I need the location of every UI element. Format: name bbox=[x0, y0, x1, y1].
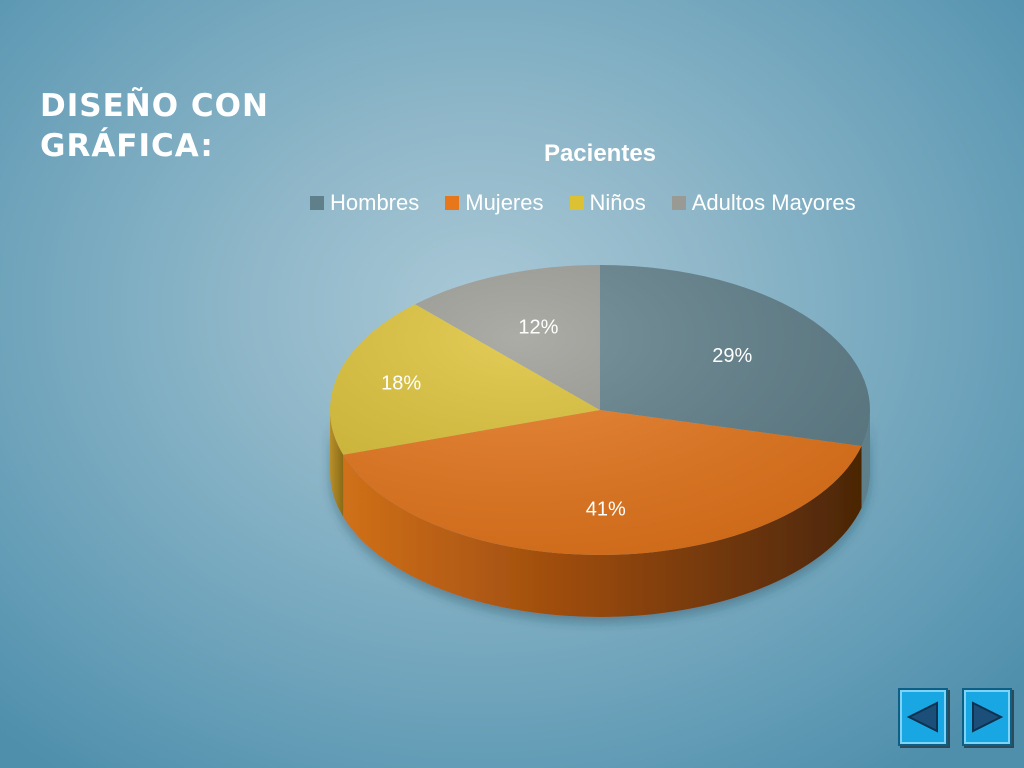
legend-item-mujeres: Mujeres bbox=[445, 190, 544, 216]
previous-slide-button[interactable] bbox=[898, 688, 948, 746]
slide-title: DISEÑO CON GRÁFICA: bbox=[40, 86, 360, 166]
slide-title-line-1: DISEÑO CON bbox=[40, 88, 269, 124]
triangle-left-icon bbox=[906, 701, 938, 733]
chart-legend: Hombres Mujeres Niños Adultos Mayores bbox=[310, 190, 856, 216]
legend-label-hombres: Hombres bbox=[330, 190, 420, 215]
legend-swatch-hombres bbox=[310, 196, 324, 210]
legend-swatch-mujeres bbox=[445, 196, 460, 210]
slide-title-line-2: GRÁFICA: bbox=[40, 128, 214, 164]
pie-label-adultos-mayores: 12% bbox=[518, 316, 558, 338]
pie-label-ninos: 18% bbox=[381, 373, 421, 395]
pie-side-hombres bbox=[861, 410, 870, 509]
next-slide-button[interactable] bbox=[962, 688, 1012, 746]
legend-item-adultos-mayores: Adultos Mayores bbox=[671, 190, 856, 216]
legend-swatch-ninos bbox=[569, 196, 584, 210]
pie-side-ninos bbox=[330, 410, 344, 517]
legend-label-mujeres: Mujeres bbox=[465, 190, 544, 215]
pie-side-mujeres bbox=[343, 446, 862, 617]
legend-item-hombres: Hombres bbox=[310, 190, 419, 216]
legend-item-ninos: Niños bbox=[569, 190, 646, 216]
triangle-right-icon bbox=[972, 701, 1004, 733]
legend-label-ninos: Niños bbox=[589, 190, 646, 215]
legend-label-adultos-mayores: Adultos Mayores bbox=[691, 190, 856, 215]
pie-label-hombres: 29% bbox=[712, 345, 752, 367]
pie-label-mujeres: 41% bbox=[586, 499, 626, 521]
legend-swatch-adultos-mayores bbox=[671, 196, 686, 210]
chart-title: Pacientes bbox=[543, 140, 657, 167]
pie-top-shading bbox=[330, 265, 870, 555]
